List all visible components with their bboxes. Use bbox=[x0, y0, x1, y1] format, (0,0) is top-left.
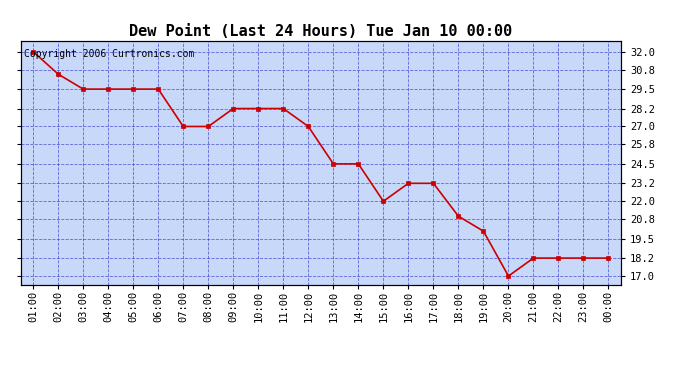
Text: Copyright 2006 Curtronics.com: Copyright 2006 Curtronics.com bbox=[23, 49, 194, 58]
Title: Dew Point (Last 24 Hours) Tue Jan 10 00:00: Dew Point (Last 24 Hours) Tue Jan 10 00:… bbox=[129, 24, 513, 39]
